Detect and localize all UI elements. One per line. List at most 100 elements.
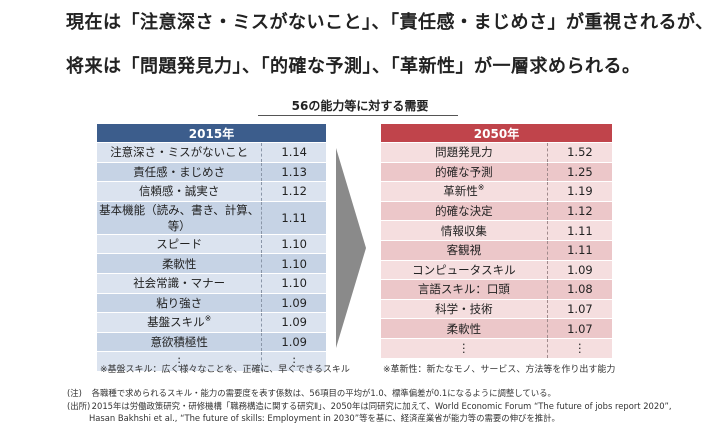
demand-value: 1.11 — [261, 200, 326, 235]
skill-name-cell: 意欲積極性 — [97, 331, 262, 352]
table-row: スピード 1.10 — [97, 233, 326, 254]
demand-value: 1.08 — [546, 279, 612, 300]
headline-line-2: 将来は「問題発見力」、「的確な予測」、「革新性」が一層求められる。 — [66, 56, 641, 77]
demand-value: 1.52 — [546, 142, 612, 163]
table-row: 革新性※ 1.19 — [381, 181, 612, 202]
table-row: 科学・技術 1.07 — [381, 298, 612, 319]
headline-line-1: 現在は「注意深さ・ミスがないこと」、「責任感・まじめさ」が重視されるが、 — [66, 12, 714, 33]
skill-name: ⋮ — [173, 354, 185, 369]
table-row: 粘り強さ 1.09 — [97, 292, 326, 313]
skill-name-cell: 問題発見力 — [381, 142, 548, 163]
table-row: 社会常識・マナー 1.10 — [97, 272, 326, 294]
footnote-note-label: (注) — [67, 388, 82, 398]
subtitle-underline — [258, 115, 458, 116]
skill-name: 粘り強さ — [156, 295, 203, 310]
skill-name-cell: スピード — [97, 233, 262, 254]
demand-value: 1.09 — [261, 292, 326, 313]
demand-value: 1.07 — [546, 298, 612, 319]
demand-value: 1.09 — [546, 259, 612, 280]
table-2015-header: 2015年 — [97, 124, 326, 143]
skill-name-cell: 客観視 — [381, 239, 548, 261]
table-subtitle: 56の能力等に対する需要 — [291, 99, 429, 113]
table-row: 意欲積極性 1.09 — [97, 331, 326, 352]
table-2015-body: 注意深さ・ミスがないこと 1.14 責任感・まじめさ 1.13 信頼感・誠実さ 1.12 基… — [97, 142, 326, 371]
demand-value: 1.14 — [261, 142, 326, 163]
skill-name-cell: 言語スキル：口頭 — [381, 279, 548, 300]
table-row: 注意深さ・ミスがないこと 1.14 — [97, 142, 326, 163]
demand-value: 1.25 — [546, 161, 612, 182]
note-2015: ※基盤スキル：広く様々なことを、正確に、早くできるスキル — [100, 365, 350, 375]
skill-name: 意欲積極性 — [150, 335, 208, 350]
demand-value: 1.13 — [261, 161, 326, 182]
skill-name-cell: 責任感・まじめさ — [97, 161, 262, 182]
skill-name: 柔軟性 — [446, 321, 482, 336]
skill-name-cell: ⋮ — [97, 351, 262, 371]
table-row: 信頼感・誠実さ 1.12 — [97, 181, 326, 202]
skill-name: 責任感・まじめさ — [133, 164, 226, 179]
table-row: ⋮ ⋮ — [97, 351, 326, 371]
skill-name-cell: 的確な予測 — [381, 161, 548, 182]
footnote-source-cont: Hasan Bakhshi et al., “The future of ski… — [89, 413, 560, 423]
demand-value: ⋮ — [261, 351, 326, 371]
demand-value: 1.11 — [546, 220, 612, 241]
skill-name: スピード — [156, 237, 203, 252]
table-row: 言語スキル：口頭 1.08 — [381, 279, 612, 300]
skill-name: 情報収集 — [440, 223, 487, 238]
footnote-source-text: 2015年は労働政策研究・研修機構「職務構造に関する研究Ⅱ」、2050年は同研究… — [91, 401, 672, 411]
table-2050: 2050年 問題発見力 1.52 的確な予測 1.25 革新性※ 1.19 的確な決定 1.1… — [381, 124, 612, 358]
table-row: 基本機能（読み、書き、計算、等） 1.11 — [97, 200, 326, 235]
table-2050-body: 問題発見力 1.52 的確な予測 1.25 革新性※ 1.19 的確な決定 1.12 情報収集 1… — [381, 142, 612, 358]
footnote-mark: ※ — [477, 183, 485, 193]
note-2050: ※革新性：新たなモノ、サービス、方法等を作り出す能力 — [383, 365, 616, 375]
skill-name: ⋮ — [458, 341, 470, 356]
table-row: 問題発見力 1.52 — [381, 142, 612, 163]
skill-name-cell: 的確な決定 — [381, 200, 548, 221]
demand-value: 1.10 — [261, 253, 326, 274]
skill-name: 科学・技術 — [435, 302, 493, 317]
table-row: 客観視 1.11 — [381, 239, 612, 261]
demand-value: ⋮ — [546, 337, 612, 358]
table-row: 的確な予測 1.25 — [381, 161, 612, 182]
demand-value: 1.07 — [546, 318, 612, 339]
footnote-note: (注) 各職種で求められるスキル・能力の需要度を表す係数は、56項目の平均が1.… — [67, 387, 556, 399]
skill-name-cell: 柔軟性 — [97, 253, 262, 274]
demand-value: 1.12 — [546, 200, 612, 221]
skill-name: 信頼感・誠実さ — [138, 184, 220, 199]
skill-name-cell: 基本機能（読み、書き、計算、等） — [97, 200, 262, 235]
footnote-source-label: (出所) — [67, 401, 91, 411]
skill-name-cell: 基盤スキル※ — [97, 312, 262, 333]
skill-name: 言語スキル：口頭 — [417, 282, 510, 297]
skill-name-cell: 信頼感・誠実さ — [97, 181, 262, 202]
footnote-source: (出所) 2015年は労働政策研究・研修機構「職務構造に関する研究Ⅱ」、2050… — [67, 400, 672, 412]
skill-name: 問題発見力 — [435, 145, 493, 160]
demand-value: 1.19 — [546, 181, 612, 202]
table-row: 基盤スキル※ 1.09 — [97, 312, 326, 333]
skill-name: 注意深さ・ミスがないこと — [110, 145, 249, 160]
table-row: コンピュータスキル 1.09 — [381, 259, 612, 280]
demand-value: 1.09 — [261, 312, 326, 333]
skill-name: 的確な予測 — [435, 164, 493, 179]
demand-value: 1.10 — [261, 233, 326, 254]
skill-name: 柔軟性 — [161, 256, 197, 271]
footnote-mark: ※ — [204, 314, 212, 324]
skill-name-cell: 柔軟性 — [381, 318, 548, 339]
demand-value: 1.10 — [261, 272, 326, 294]
table-row: 柔軟性 1.07 — [381, 318, 612, 339]
table-2015: 2015年 注意深さ・ミスがないこと 1.14 責任感・まじめさ 1.13 信頼感・誠実… — [97, 124, 326, 371]
demand-value: 1.09 — [261, 331, 326, 352]
table-row: 柔軟性 1.10 — [97, 253, 326, 274]
skill-name: 社会常識・マナー — [133, 276, 226, 291]
skill-name-cell: 注意深さ・ミスがないこと — [97, 142, 262, 163]
skill-name: 客観視 — [446, 243, 482, 258]
skill-name-cell: 粘り強さ — [97, 292, 262, 313]
skill-name-cell: 情報収集 — [381, 220, 548, 241]
footnote-note-text: 各職種で求められるスキル・能力の需要度を表す係数は、56項目の平均が1.0、標準… — [91, 388, 556, 398]
skill-name: コンピュータスキル — [412, 262, 516, 277]
skill-name-cell: 科学・技術 — [381, 298, 548, 319]
skill-name: 的確な決定 — [435, 204, 493, 219]
table-row: 情報収集 1.11 — [381, 220, 612, 241]
skill-name: 基本機能（読み、書き、計算、等） — [99, 202, 260, 233]
table-2050-header: 2050年 — [381, 124, 612, 143]
table-row: 的確な決定 1.12 — [381, 200, 612, 221]
demand-value: 1.11 — [546, 239, 612, 261]
